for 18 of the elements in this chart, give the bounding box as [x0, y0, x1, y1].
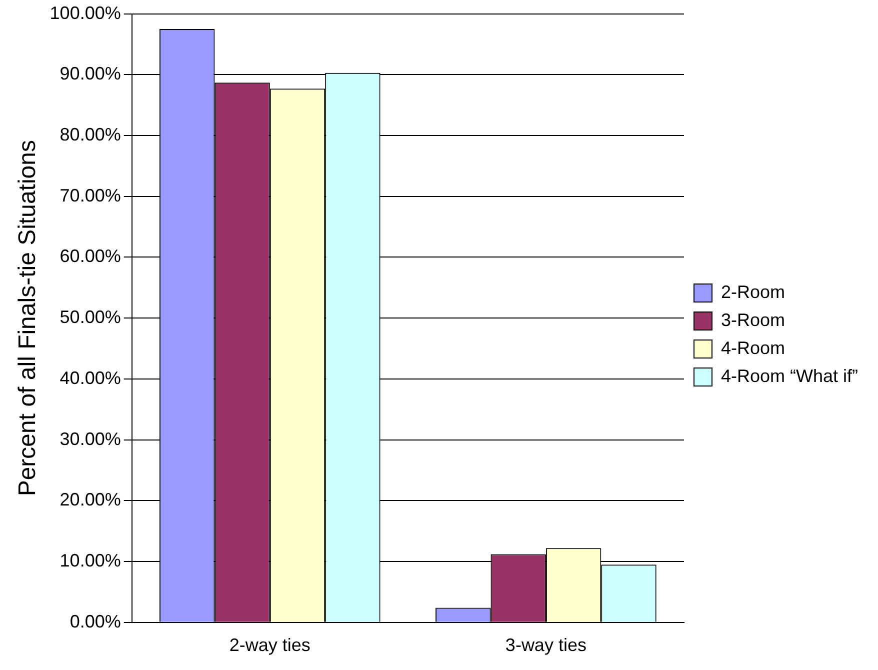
y-tick-label: 10.00% [60, 550, 121, 571]
legend-label: 4-Room “What if” [720, 366, 858, 386]
x-tick-label: 3-way ties [505, 635, 586, 656]
legend-label: 3-Room [720, 310, 786, 330]
y-tick-label: 30.00% [60, 428, 121, 449]
legend-label: 2-Room [720, 282, 786, 302]
y-tick-label: 40.00% [60, 368, 121, 388]
y-tick-label: 70.00% [60, 185, 121, 206]
y-tick-label: 80.00% [60, 124, 121, 144]
x-tick-label: 2-way ties [229, 635, 310, 656]
y-tick-label: 50.00% [60, 307, 121, 328]
y-tick-label: 60.00% [60, 246, 121, 266]
legend-label: 4-Room [720, 338, 786, 358]
y-tick-label: 90.00% [60, 64, 121, 84]
y-tick-label: 0.00% [70, 611, 121, 632]
y-tick-label: 100.00% [50, 2, 121, 23]
y-tick-label: 20.00% [60, 490, 121, 510]
y-axis-title: Percent of all Finals-tie Situations [14, 140, 42, 496]
